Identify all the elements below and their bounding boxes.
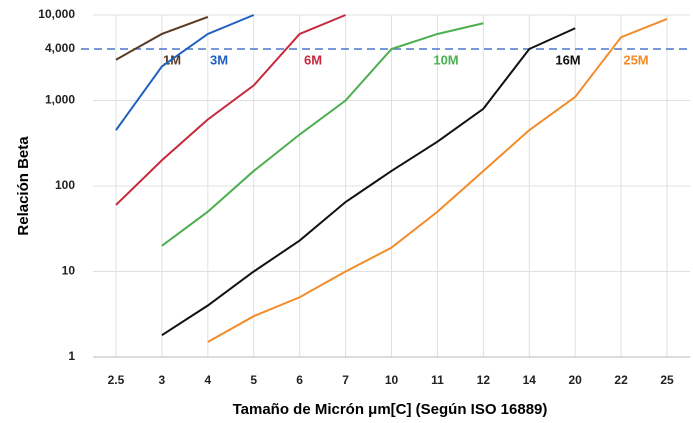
y-axis-label: Relación Beta: [15, 136, 32, 236]
series-line: [161, 27, 576, 337]
x-tick-label: 11: [431, 373, 444, 387]
x-tick-label: 22: [614, 373, 628, 387]
series-label: 16M: [555, 52, 580, 67]
series-label: 6M: [304, 52, 322, 67]
series-line: [115, 15, 209, 61]
series-line: [115, 14, 346, 206]
y-tick-label: 1,000: [45, 93, 75, 107]
x-tick-label: 12: [477, 373, 491, 387]
y-tick-label: 10,000: [38, 7, 75, 21]
x-tick-label: 14: [523, 373, 537, 387]
x-tick-label: 25: [660, 373, 674, 387]
x-tick-label: 5: [250, 373, 257, 387]
series-line: [161, 22, 484, 247]
series-label: 3M: [210, 52, 228, 67]
y-tick-label: 100: [55, 178, 75, 192]
x-tick-label: 4: [204, 373, 211, 387]
x-tick-label: 3: [159, 373, 166, 387]
x-tick-label: 6: [296, 373, 303, 387]
y-tick-label: 10: [62, 264, 76, 278]
x-tick-label: 20: [569, 373, 583, 387]
y-tick-label: 1: [68, 349, 75, 363]
x-tick-label: 10: [385, 373, 399, 387]
x-axis-label: Tamaño de Micrón μm[C] (Según ISO 16889): [233, 401, 548, 418]
series-label: 10M: [433, 52, 458, 67]
x-tick-label: 2.5: [108, 373, 125, 387]
series-line: [115, 14, 255, 131]
series-line: [207, 17, 668, 343]
x-tick-label: 7: [342, 373, 349, 387]
reference-label: 4,000: [45, 41, 75, 55]
series-label: 25M: [623, 52, 648, 67]
